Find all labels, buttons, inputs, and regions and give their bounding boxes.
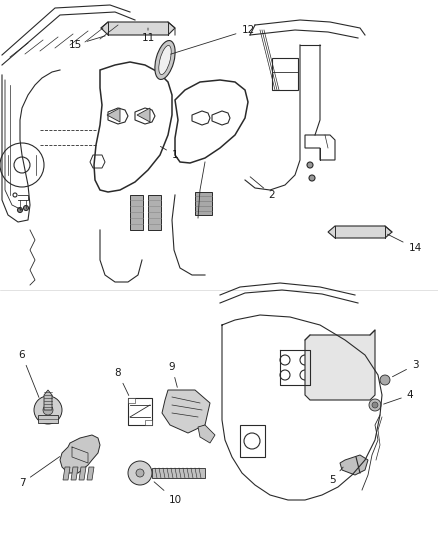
Circle shape — [309, 175, 315, 181]
Polygon shape — [128, 398, 135, 403]
Polygon shape — [162, 390, 210, 433]
Polygon shape — [130, 195, 143, 230]
Text: 2: 2 — [250, 177, 276, 200]
Circle shape — [372, 402, 378, 408]
Polygon shape — [60, 435, 100, 473]
Polygon shape — [107, 108, 120, 122]
Polygon shape — [198, 425, 215, 443]
Circle shape — [307, 162, 313, 168]
Polygon shape — [145, 420, 152, 425]
Text: 9: 9 — [169, 362, 177, 387]
Circle shape — [18, 207, 22, 213]
Circle shape — [369, 399, 381, 411]
Circle shape — [380, 375, 390, 385]
Polygon shape — [87, 467, 94, 480]
Polygon shape — [101, 22, 175, 35]
Polygon shape — [137, 108, 150, 122]
Text: 10: 10 — [154, 482, 182, 505]
Polygon shape — [152, 468, 205, 478]
Text: 7: 7 — [19, 457, 60, 488]
Polygon shape — [340, 455, 368, 475]
Text: 3: 3 — [392, 360, 418, 377]
Polygon shape — [79, 467, 86, 480]
Polygon shape — [328, 226, 392, 238]
Text: 14: 14 — [388, 234, 422, 253]
Polygon shape — [44, 390, 52, 410]
Polygon shape — [71, 467, 78, 480]
Text: 1: 1 — [160, 147, 178, 160]
Text: 5: 5 — [328, 467, 343, 485]
Polygon shape — [148, 195, 161, 230]
Text: 4: 4 — [384, 390, 413, 404]
Text: 8: 8 — [115, 368, 129, 395]
Polygon shape — [63, 467, 70, 480]
Text: 6: 6 — [19, 350, 39, 398]
Ellipse shape — [155, 41, 175, 79]
Circle shape — [43, 405, 53, 415]
Circle shape — [34, 396, 62, 424]
Text: 11: 11 — [141, 28, 155, 43]
Polygon shape — [38, 415, 58, 423]
Text: 12: 12 — [171, 25, 254, 54]
Polygon shape — [305, 330, 375, 400]
Circle shape — [128, 461, 152, 485]
Text: 15: 15 — [68, 36, 106, 50]
Circle shape — [136, 469, 144, 477]
Ellipse shape — [159, 45, 171, 75]
Polygon shape — [195, 192, 212, 215]
Circle shape — [24, 206, 28, 211]
